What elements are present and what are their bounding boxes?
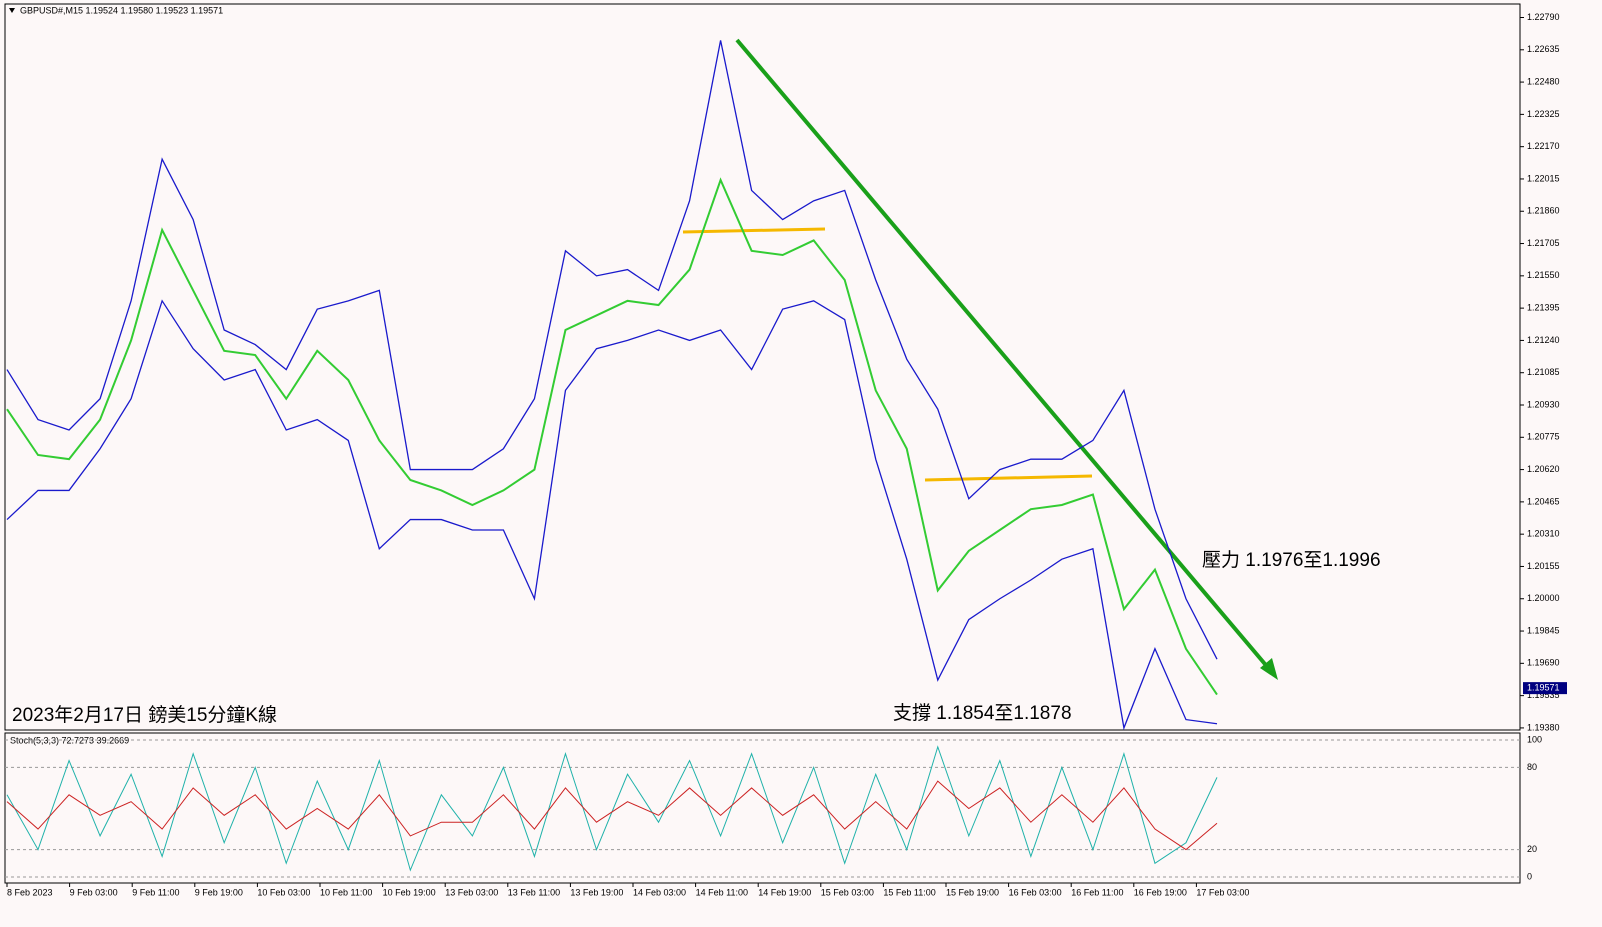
y-tick-label: 1.21395 [1527, 303, 1560, 313]
x-tick-label: 16 Feb 11:00 [1071, 887, 1123, 897]
annotation: 壓力 1.1976至1.1996 [1202, 549, 1381, 571]
y-tick-label: 1.19380 [1527, 722, 1560, 732]
trend-line [735, 38, 1272, 672]
x-tick-label: 8 Feb 2023 [7, 887, 53, 897]
trend-arrow [1260, 658, 1278, 680]
y-tick-label: 80 [1527, 762, 1537, 772]
y-tick-label: 1.21240 [1527, 335, 1560, 345]
x-tick-label: 17 Feb 03:00 [1196, 887, 1249, 897]
x-tick-label: 15 Feb 19:00 [946, 887, 999, 897]
y-tick-label: 1.22635 [1527, 44, 1560, 54]
y-tick-label: 1.21550 [1527, 270, 1560, 280]
series-line [6, 780, 1218, 851]
x-tick-label: 10 Feb 03:00 [257, 887, 310, 897]
y-tick-label: 1.20930 [1527, 399, 1560, 409]
y-tick-label: 1.22790 [1527, 12, 1560, 22]
y-tick-label: 1.20775 [1527, 432, 1560, 442]
y-tick-label: 1.22170 [1527, 141, 1560, 151]
y-tick-label: 1.21705 [1527, 238, 1560, 248]
y-tick-label: 1.20000 [1527, 593, 1560, 603]
series-line [6, 299, 1218, 731]
y-tick-label: 0 [1527, 871, 1532, 881]
x-tick-label: 13 Feb 19:00 [570, 887, 623, 897]
series-line [6, 177, 1218, 696]
annotation: 2023年2月17日 鎊美15分鐘K線 [12, 704, 277, 726]
y-tick-label: 1.21860 [1527, 206, 1560, 216]
x-tick-label: 14 Feb 11:00 [696, 887, 748, 897]
price-box [1523, 682, 1567, 695]
x-tick-label: 10 Feb 11:00 [320, 887, 372, 897]
y-tick-label: 1.19690 [1527, 658, 1560, 668]
y-tick-label: 20 [1527, 844, 1537, 854]
stoch-title: Stoch(5,3,3) 72.7273 39.2669 [10, 735, 129, 745]
y-tick-label: 1.19535 [1527, 690, 1560, 700]
x-tick-label: 16 Feb 19:00 [1134, 887, 1187, 897]
y-tick-label: 1.20310 [1527, 529, 1560, 539]
y-tick-label: 1.20155 [1527, 561, 1560, 571]
y-tick-label: 1.22480 [1527, 76, 1560, 86]
y-tick-label: 1.21085 [1527, 367, 1560, 377]
stoch-frame [4, 732, 1521, 884]
x-tick-label: 13 Feb 11:00 [508, 887, 560, 897]
y-tick-label: 1.20620 [1527, 464, 1560, 474]
y-tick-label: 1.20465 [1527, 496, 1560, 506]
x-tick-label: 14 Feb 03:00 [633, 887, 686, 897]
price-label: 1.19571 [1527, 683, 1560, 693]
x-tick-label: 15 Feb 11:00 [883, 887, 935, 897]
annotation: 支撐 1.1854至1.1878 [893, 702, 1072, 724]
x-tick-label: 15 Feb 03:00 [821, 887, 874, 897]
x-tick-label: 10 Feb 19:00 [383, 887, 436, 897]
y-tick-label: 1.19845 [1527, 625, 1560, 635]
x-tick-label: 14 Feb 19:00 [758, 887, 811, 897]
main-frame [4, 3, 1521, 731]
support-line [924, 474, 1093, 482]
collapse-icon [9, 8, 15, 13]
series-line [6, 40, 1218, 660]
x-tick-label: 16 Feb 03:00 [1009, 887, 1062, 897]
x-tick-label: 9 Feb 03:00 [70, 887, 118, 897]
x-tick-label: 9 Feb 19:00 [195, 887, 243, 897]
resistance-line [682, 227, 826, 234]
x-tick-label: 9 Feb 11:00 [132, 887, 179, 897]
x-tick-label: 13 Feb 03:00 [445, 887, 498, 897]
y-tick-label: 100 [1527, 734, 1542, 744]
y-tick-label: 1.22325 [1527, 109, 1560, 119]
y-tick-label: 1.22015 [1527, 173, 1560, 183]
chart-title: GBPUSD#,M15 1.19524 1.19580 1.19523 1.19… [20, 5, 223, 15]
